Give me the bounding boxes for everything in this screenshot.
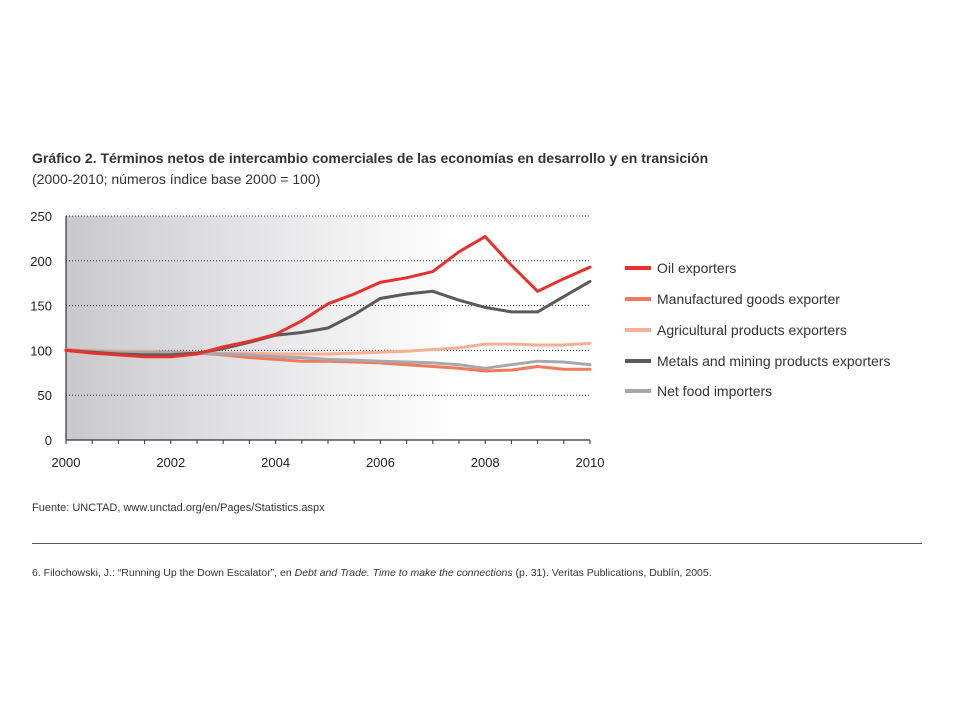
y-tick-label: 150 (30, 299, 52, 314)
legend-label: Manufactured goods exporter (657, 291, 840, 307)
legend-label: Net food importers (657, 383, 773, 399)
legend-swatch (625, 359, 651, 363)
legend-item: Oil exporters (625, 259, 736, 277)
chart-subtitle: (2000-2010; números índice base 2000 = 1… (32, 171, 321, 187)
legend-swatch (625, 266, 651, 270)
legend-swatch (625, 328, 651, 332)
y-tick-label: 100 (30, 343, 52, 358)
legend-swatch (625, 389, 651, 393)
x-tick-label: 2002 (156, 455, 185, 470)
y-tick-label: 200 (30, 254, 52, 269)
y-tick-label: 0 (45, 433, 52, 448)
y-tick-label: 50 (38, 388, 52, 403)
series-line-oil-exporters (64, 235, 592, 359)
legend-item: Metals and mining products exporters (625, 352, 890, 370)
x-tick-label: 2000 (52, 455, 81, 470)
legend-item: Net food importers (625, 382, 772, 400)
x-tick-label: 2006 (366, 455, 395, 470)
legend-label: Oil exporters (657, 260, 737, 276)
legend-label: Metals and mining products exporters (657, 353, 891, 369)
footnote-text-end: (p. 31). Veritas Publications, Dublín, 2… (512, 567, 712, 579)
y-tick-label: 250 (30, 209, 52, 224)
x-tick-label: 2008 (471, 455, 500, 470)
footnote-italic: Debt and Trade. Time to make the connect… (294, 567, 513, 579)
chart-title: Gráfico 2. Términos netos de intercambio… (32, 150, 709, 166)
legend-item: Manufactured goods exporter (625, 290, 840, 308)
x-tick-label: 2004 (261, 455, 290, 470)
legend-swatch (625, 297, 651, 301)
source-note: Fuente: UNCTAD, www.unctad.org/en/Pages/… (32, 502, 325, 514)
legend-item: Agricultural products exporters (625, 321, 847, 339)
divider (32, 543, 922, 544)
footnote-text: 6. Filochowski, J.: “Running Up the Down… (32, 567, 295, 579)
legend-label: Agricultural products exporters (657, 322, 847, 338)
series-line-net-food-importers (64, 348, 592, 370)
x-tick-label: 2010 (576, 455, 605, 470)
series-line-metals-and-mining-products-exporters (64, 279, 592, 357)
footnote: 6. Filochowski, J.: “Running Up the Down… (32, 567, 712, 579)
